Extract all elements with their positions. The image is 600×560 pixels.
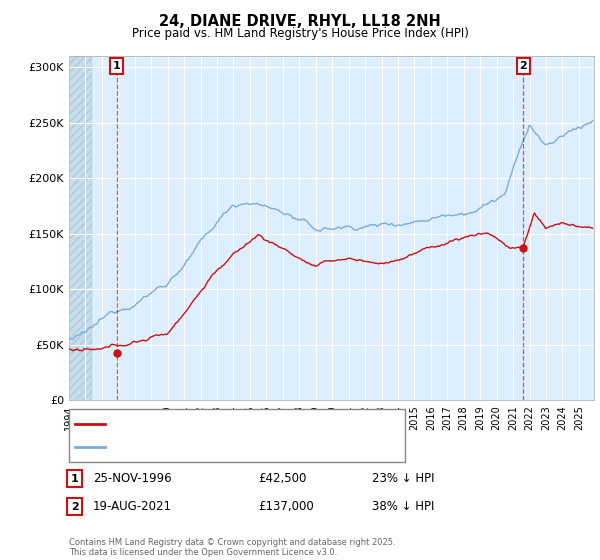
Text: 2: 2 [520,61,527,71]
Text: 24, DIANE DRIVE, RHYL, LL18 2NH: 24, DIANE DRIVE, RHYL, LL18 2NH [159,14,441,29]
Text: £137,000: £137,000 [258,500,314,514]
Text: Contains HM Land Registry data © Crown copyright and database right 2025.
This d: Contains HM Land Registry data © Crown c… [69,538,395,557]
Text: 23% ↓ HPI: 23% ↓ HPI [372,472,434,486]
Text: 19-AUG-2021: 19-AUG-2021 [93,500,172,514]
Text: 1: 1 [71,474,79,484]
Text: 1: 1 [113,61,121,71]
Text: 2: 2 [71,502,79,512]
Text: 24, DIANE DRIVE, RHYL, LL18 2NH (detached house): 24, DIANE DRIVE, RHYL, LL18 2NH (detache… [110,419,382,429]
Text: £42,500: £42,500 [258,472,307,486]
Text: 25-NOV-1996: 25-NOV-1996 [93,472,172,486]
Bar [69,56,92,400]
Text: Price paid vs. HM Land Registry's House Price Index (HPI): Price paid vs. HM Land Registry's House … [131,27,469,40]
Text: HPI: Average price, detached house, Denbighshire: HPI: Average price, detached house, Denb… [110,442,372,452]
Text: 38% ↓ HPI: 38% ↓ HPI [372,500,434,514]
